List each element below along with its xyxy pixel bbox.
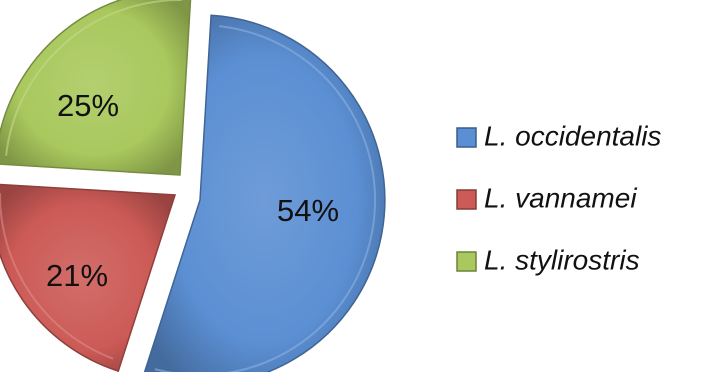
pie-slice-bevel-l-vannamei [0, 193, 114, 360]
legend-swatch-l-vannamei [456, 189, 477, 210]
pie-slice-l-stylirostris [0, 0, 192, 176]
pie-label-l-vannamei: 21% [46, 258, 108, 293]
legend-label-l-vannamei: L. vannamei [484, 182, 637, 213]
pie-slices [0, 0, 386, 372]
pie-label-l-occidentalis: 54% [277, 193, 339, 228]
legend: L. occidentalis L. vannamei L. stylirostri… [456, 120, 661, 275]
legend-label-l-occidentalis: L. occidentalis [484, 120, 661, 151]
pie-slice-l-vannamei [0, 183, 177, 372]
legend-swatch-l-occidentalis [456, 127, 477, 148]
legend-swatch-l-stylirostris [456, 251, 477, 272]
pie-slice-l-occidentalis [143, 14, 386, 372]
pie-slice-bevel-l-occidentalis [154, 25, 376, 372]
pie-label-l-stylirostris: 25% [57, 88, 119, 123]
pie-slice-bevel-l-stylirostris [5, 0, 182, 156]
pie-labels: 54% 21% 25% [46, 88, 339, 293]
legend-label-l-stylirostris: L. stylirostris [484, 244, 640, 275]
